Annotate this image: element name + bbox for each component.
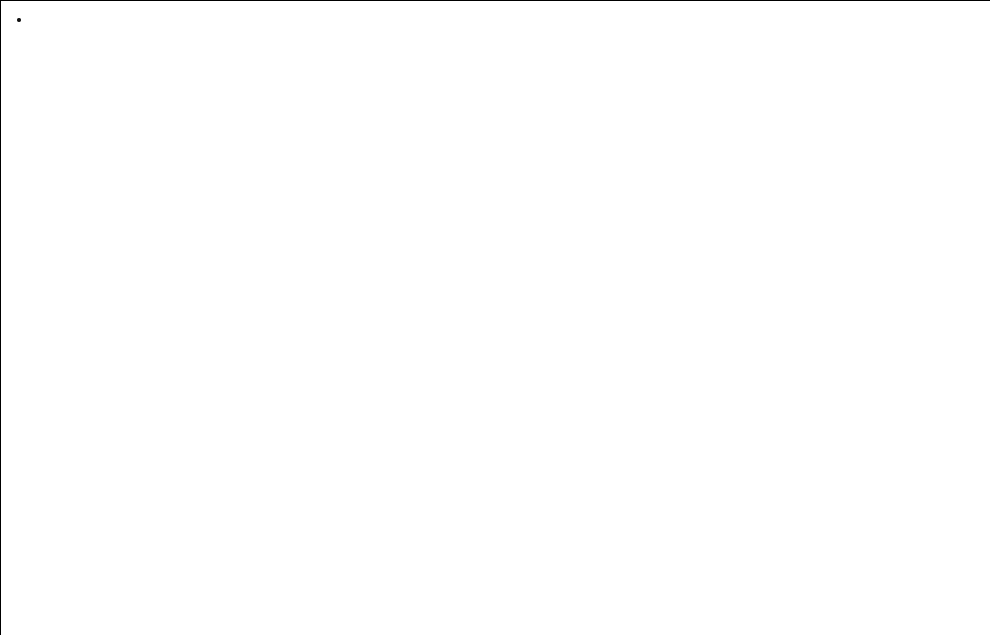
last-update-text — [32, 12, 990, 28]
update-list — [1, 12, 990, 28]
